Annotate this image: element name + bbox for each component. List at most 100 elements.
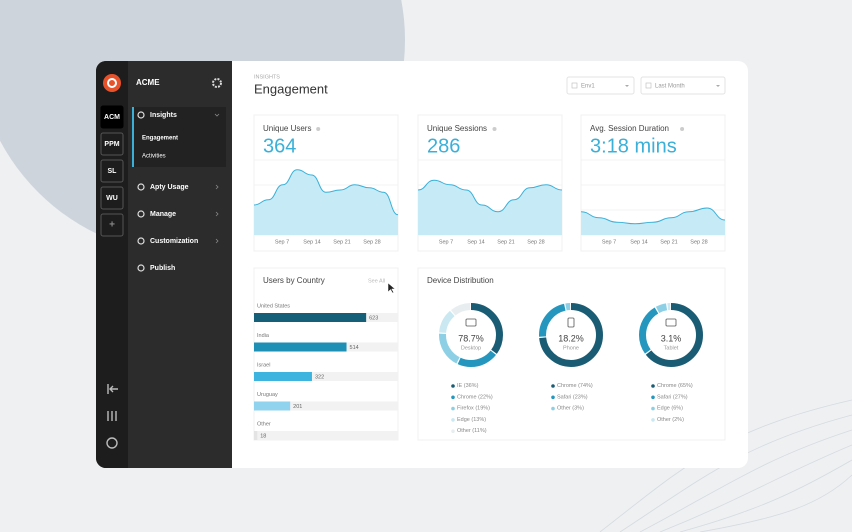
legend-value: (23%) [573,395,588,401]
device-card [417,267,726,441]
legend-value: (13%) [471,417,486,423]
nav-chevron [215,184,219,190]
device-icon [665,318,677,327]
filters-icon[interactable] [107,411,117,421]
legend-name: Chrome [457,395,477,401]
nav-icon [137,111,145,119]
workspace-label: WU [106,195,118,202]
collapse-icon[interactable] [107,384,118,394]
workspace-button[interactable] [100,105,124,129]
device-icon [567,317,575,328]
country-label: India [257,333,270,339]
country-label: Uruguay [257,392,278,398]
rail-icons [106,384,118,449]
device-title: Device Distribution [427,276,494,285]
trend-area [254,169,398,235]
device-name: Tablet [664,345,679,351]
filter-dropdown[interactable] [640,76,726,95]
legend-dot [651,395,655,400]
nav-icon [137,183,145,191]
metric-value: 286 [427,135,460,157]
filter-label: Last Month [655,84,685,90]
section-label: INSIGHTS [254,74,280,80]
bar-value: 18 [260,433,266,439]
legend-dot [451,418,455,422]
profile-icon[interactable] [106,437,118,449]
logo [103,74,121,92]
bar-value: 623 [369,315,378,321]
legend-name: Edge [457,417,470,423]
bar-track [254,431,398,440]
metric-value: 3:18 mins [590,135,677,157]
x-tick-label: Sep 14 [467,239,484,245]
nav-item[interactable]: Manage [150,211,176,218]
x-tick-label: Sep 7 [602,239,616,245]
metric-card [417,114,563,252]
workspace-button[interactable] [100,186,124,210]
trend-area [418,180,562,235]
workspace-label: PPM [104,141,119,148]
x-tick-label: Sep 7 [275,239,289,245]
legend-dot [451,406,455,411]
info-icon [492,127,497,131]
legend-entry: IE (36%) [457,383,479,389]
bar [254,431,258,440]
x-tick-label: Sep 28 [363,239,380,245]
trend-area [581,208,725,235]
see-all[interactable]: See All [368,278,385,284]
legend-name: Firefox [457,406,474,412]
nav-subitem[interactable]: Engagement [142,136,178,142]
legend-name: IE [457,383,463,389]
filter-caret [625,85,629,87]
nav-item[interactable]: Customization [150,238,198,245]
donut-segment [639,303,703,367]
legend-name: Chrome [657,383,677,389]
legend-dot [451,395,455,400]
legend-name: Safari [657,395,671,401]
trend-line [417,179,563,213]
x-tick-label: Sep 7 [439,239,453,245]
legend-value: (65%) [678,383,693,389]
legend-dot [651,418,655,422]
legend-value: (19%) [475,406,490,412]
metric-value: 364 [263,135,296,157]
donut-segment [539,303,603,367]
trend-line [253,169,399,216]
bar [254,342,347,352]
legend-entry: Other (3%) [557,406,584,412]
nav-icon [137,237,145,245]
workspace-button[interactable] [100,159,124,183]
country-label: Other [257,421,271,427]
donut-segment [439,303,503,367]
workspace-label: SL [108,168,118,175]
legend-name: Edge [657,406,670,412]
nav-icon [137,264,145,272]
filter-caret [716,85,720,87]
nav-subitem[interactable]: Activities [142,154,166,160]
nav-icon [137,210,145,218]
logo-mark [107,78,117,88]
legend-entry: Edge (6%) [657,406,683,412]
legend-entry: Edge (13%) [457,417,486,423]
nav-chevron [214,113,220,117]
nav-item[interactable]: Apty Usage [150,184,189,191]
filter-dropdown[interactable] [566,76,635,95]
legend-value: (27%) [673,395,688,401]
nav-item[interactable]: Publish [150,265,175,272]
cursor [387,282,396,294]
nav-active-bar [132,107,134,167]
bar-track [254,401,398,411]
legend-entry: Other (11%) [457,429,487,435]
workspace-button[interactable] [100,132,124,156]
device-share: 78.7% [458,333,484,343]
nav-item[interactable]: Insights [150,112,177,119]
info-icon [680,127,685,131]
legend-entry: Other (2%) [657,417,684,423]
legend-entry: Firefox (19%) [457,406,490,412]
workspace-button[interactable] [100,213,124,237]
settings-icon[interactable] [212,78,222,88]
legend-value: (36%) [464,383,479,389]
brand: ACME [136,78,160,87]
legend-value: (22%) [478,395,493,401]
legend-entry: Chrome (22%) [457,395,493,401]
